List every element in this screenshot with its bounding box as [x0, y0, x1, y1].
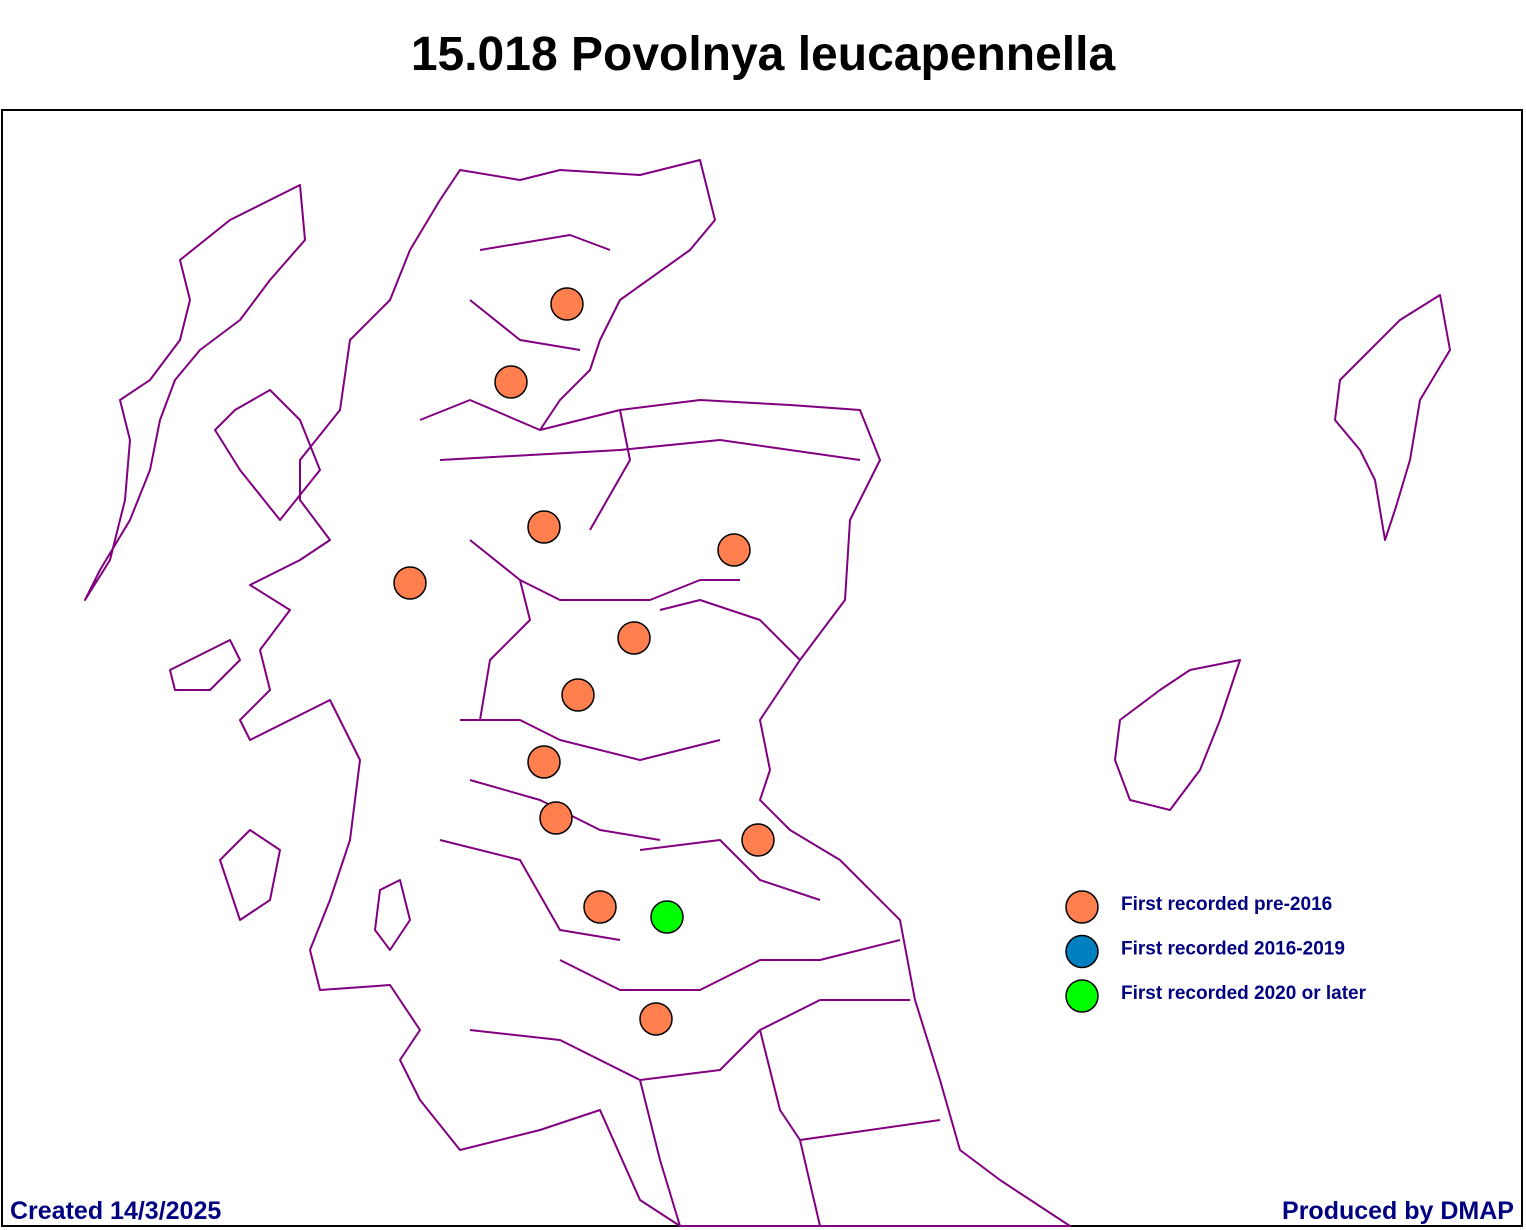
- legend-swatch: [1065, 890, 1099, 924]
- record-dot: [639, 1002, 673, 1036]
- record-dot: [717, 533, 751, 567]
- record-dot: [741, 823, 775, 857]
- arran: [374, 879, 411, 951]
- coastline: [84, 159, 1451, 1227]
- outer-hebrides: [84, 184, 306, 601]
- record-dot: [583, 890, 617, 924]
- producer: Produced by DMAP: [1282, 1197, 1514, 1225]
- record-dot: [561, 678, 595, 712]
- record-dot: [393, 566, 427, 600]
- record-dot: [527, 510, 561, 544]
- mull: [169, 639, 241, 691]
- map-frame: [1, 109, 1523, 1227]
- records: [393, 287, 775, 1036]
- orkney: [1114, 659, 1241, 811]
- legend-swatch: [1065, 934, 1099, 969]
- jura-islay: [219, 829, 281, 921]
- record-dot: [494, 365, 528, 399]
- legend-label: First recorded 2020 or later: [1121, 983, 1367, 1004]
- record-dot: [539, 801, 573, 835]
- record-dot: [550, 287, 584, 321]
- legend-swatch: [1065, 979, 1099, 1013]
- skye: [214, 389, 321, 521]
- record-dot: [527, 745, 561, 779]
- created-date: Created 14/3/2025: [10, 1197, 221, 1225]
- map-title: 15.018 Povolnya leucapennella: [411, 28, 1116, 81]
- record-dot: [650, 900, 684, 934]
- legend: First recorded pre-2016 First recorded 20…: [1065, 890, 1367, 1013]
- legend-label: First recorded pre-2016: [1121, 894, 1332, 915]
- record-dot: [617, 621, 651, 655]
- shetland: [1334, 294, 1451, 541]
- legend-label: First recorded 2016-2019: [1121, 939, 1345, 960]
- mainland: [239, 159, 1071, 1227]
